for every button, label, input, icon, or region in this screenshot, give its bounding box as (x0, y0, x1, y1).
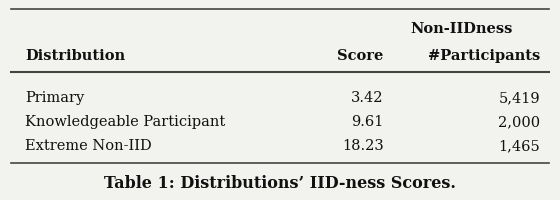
Text: 3.42: 3.42 (351, 91, 384, 105)
Text: 5,419: 5,419 (499, 91, 540, 105)
Text: Knowledgeable Participant: Knowledgeable Participant (25, 115, 226, 129)
Text: Primary: Primary (25, 91, 85, 105)
Text: 2,000: 2,000 (498, 115, 540, 129)
Text: 9.61: 9.61 (351, 115, 384, 129)
Text: Non-IIDness: Non-IIDness (411, 22, 513, 36)
Text: Table 1: Distributions’ IID-ness Scores.: Table 1: Distributions’ IID-ness Scores. (104, 176, 456, 192)
Text: Extreme Non-IID: Extreme Non-IID (25, 139, 152, 153)
Text: #Participants: #Participants (428, 49, 540, 63)
Text: Distribution: Distribution (25, 49, 125, 63)
Text: Score: Score (337, 49, 384, 63)
Text: 1,465: 1,465 (498, 139, 540, 153)
Text: 18.23: 18.23 (342, 139, 384, 153)
